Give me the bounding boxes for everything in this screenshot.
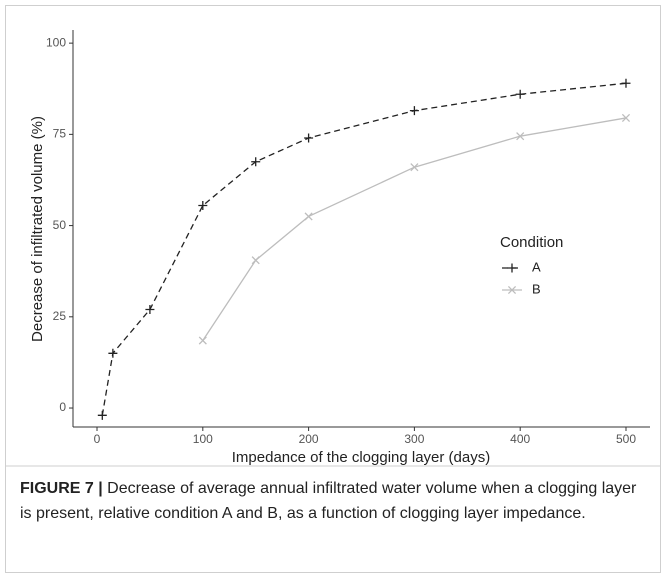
marker [409, 106, 419, 116]
marker [145, 305, 155, 315]
marker [304, 133, 314, 143]
marker [198, 201, 208, 211]
frame [5, 5, 661, 573]
legend-title: Condition [500, 234, 563, 251]
marker [251, 157, 261, 167]
x-tick-label: 0 [94, 432, 101, 446]
legend-marker [507, 285, 517, 295]
caption-text: Decrease of average annual infiltrated w… [20, 480, 637, 522]
y-axis-label: Decrease of infiltrated volume (%) [29, 116, 46, 342]
x-tick-label: 500 [616, 432, 636, 446]
x-tick-label: 100 [193, 432, 213, 446]
legend-label: B [532, 281, 541, 296]
y-tick-label: 0 [59, 400, 66, 414]
marker [251, 256, 260, 265]
marker [621, 113, 631, 122]
legend-label: A [532, 259, 541, 274]
marker [515, 89, 525, 99]
marker [304, 212, 313, 221]
x-tick-label: 300 [404, 432, 424, 446]
y-tick-label: 50 [53, 218, 67, 232]
marker [621, 78, 631, 88]
caption-label: FIGURE 7 | [20, 480, 103, 497]
series-line [202, 117, 627, 341]
marker [516, 132, 525, 141]
x-tick-label: 200 [299, 432, 319, 446]
y-tick-label: 75 [53, 127, 67, 141]
marker [410, 163, 419, 172]
x-tick-label: 400 [510, 432, 530, 446]
y-tick-label: 25 [53, 309, 67, 323]
marker [108, 348, 118, 358]
y-tick-label: 100 [46, 35, 66, 49]
x-axis-label: Impedance of the clogging layer (days) [232, 449, 490, 466]
marker [97, 410, 107, 420]
legend-marker [507, 263, 517, 273]
marker [198, 336, 207, 345]
caption: FIGURE 7 | Decrease of average annual in… [20, 476, 650, 526]
